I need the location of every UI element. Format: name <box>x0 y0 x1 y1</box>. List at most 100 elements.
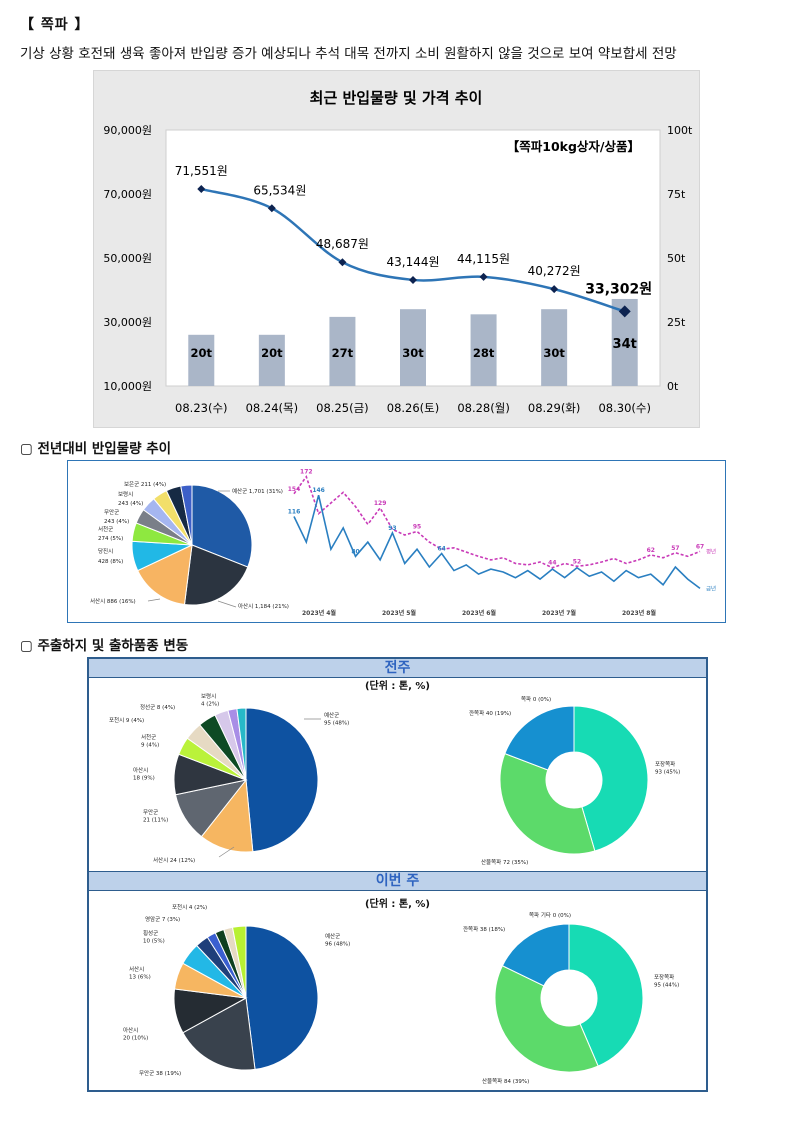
price-marker <box>550 285 559 294</box>
slice-label: 9 (4%) <box>141 743 159 749</box>
chart-annotation: 【쪽파10kg상자/상품】 <box>507 139 640 154</box>
price-label: 33,302원 <box>585 281 652 297</box>
x-tick-label: 2023년 4월 <box>302 609 336 617</box>
price-marker <box>409 275 417 284</box>
slice-label: 20 (10%) <box>123 1036 148 1042</box>
band-this-week: 이번 주 <box>89 871 706 891</box>
series-name: 금년 <box>706 584 716 592</box>
point-label: 129 <box>374 500 387 507</box>
volume-bar <box>400 309 426 386</box>
price-label: 44,115원 <box>457 252 510 266</box>
donut-slice <box>501 923 570 987</box>
slice-label: 95 (44%) <box>654 983 679 989</box>
slice-label: 아산시 <box>133 766 148 774</box>
slice-label: 무안군 <box>104 509 119 516</box>
section-heading-origin: ▢ 주출하지 및 출하품종 변동 <box>20 638 189 654</box>
band-last-week: 전주 <box>89 659 706 678</box>
volume-label: 34t <box>613 337 637 352</box>
point-label: 64 <box>437 545 445 552</box>
slice-label: 쪽파 0 (0%) <box>521 695 551 703</box>
series-name: 평년 <box>706 547 716 555</box>
pie-slice <box>191 484 253 568</box>
volume-bar <box>470 314 497 386</box>
x-tick-label: 08.26(토) <box>387 401 439 415</box>
slice-label: 무안군 38 (19%) <box>139 1070 181 1077</box>
point-label: 62 <box>647 547 655 554</box>
summary-text: 기상 상황 호전돼 생육 좋아져 반입량 증가 예상되나 추석 대목 전까지 소… <box>20 46 677 62</box>
slice-label: 무안군 <box>143 809 158 816</box>
label-leader <box>217 600 237 608</box>
price-marker <box>197 185 206 194</box>
x-tick-label: 08.30(수) <box>598 401 650 415</box>
x-tick-label: 2023년 6월 <box>462 609 496 617</box>
x-tick-label: 2023년 5월 <box>382 609 416 617</box>
slice-label: 깐쪽파 38 (18%) <box>463 925 505 933</box>
yoy-chart-panel: 예산군 1,701 (31%) 아산시 1,184 (21%) 서산시 886 (1… <box>67 460 726 623</box>
chart-title: 최근 반입물량 및 가격 추이 <box>310 89 483 107</box>
donut-slice <box>494 965 599 1073</box>
y-left-tick-label: 70,000원 <box>103 188 152 201</box>
series-line <box>293 494 701 589</box>
price-volume-chart: 최근 반입물량 및 가격 추이 【쪽파10kg상자/상품】 90,000원 70,00… <box>103 89 693 415</box>
slice-label: 18 (9%) <box>133 776 155 782</box>
y-left-tick-label: 50,000원 <box>103 252 152 265</box>
slice-label: 서산시 886 (16%) <box>90 597 136 605</box>
slice-label: 예산군 <box>324 711 339 719</box>
y-right-tick-label: 75t <box>667 188 686 201</box>
slice-label: 서천군 <box>141 733 156 741</box>
x-tick-label: 2023년 7월 <box>542 609 576 617</box>
slice-label: 보은군 211 (4%) <box>124 481 166 488</box>
slice-label: 서산시 <box>129 965 144 973</box>
slice-label: 보령시 <box>118 490 133 498</box>
slice-label: 당진시 <box>98 547 113 555</box>
y-right-tick-label: 100t <box>667 124 693 137</box>
x-tick-label: 08.28(월) <box>457 401 509 415</box>
slice-label: 정선군 8 (4%) <box>140 703 175 711</box>
volume-label: 28t <box>473 346 495 360</box>
point-label: 146 <box>312 487 325 494</box>
slice-label: 428 (8%) <box>98 559 123 565</box>
page-title: 【 쪽파 】 <box>20 17 90 33</box>
slice-label: 횡성군 <box>143 929 158 937</box>
pie-slice <box>183 544 249 606</box>
pie-slice <box>231 925 247 999</box>
x-tick-label: 2023년 8월 <box>622 609 656 617</box>
slice-label: 243 (4%) <box>118 501 143 507</box>
x-tick-label: 08.25(금) <box>316 401 368 415</box>
price-marker <box>618 305 631 318</box>
pie-slice <box>236 707 247 781</box>
label-leader <box>147 598 161 602</box>
price-label: 40,272원 <box>528 264 581 278</box>
slice-label: 보령시 <box>201 692 216 700</box>
slice-label: 예산군 1,701 (31%) <box>232 487 283 495</box>
price-marker <box>479 272 488 281</box>
slice-label: 산물쪽파 84 (39%) <box>482 1077 529 1085</box>
slice-label: 아산시 <box>123 1026 138 1034</box>
x-tick-label: 08.24(목) <box>246 401 298 415</box>
donut-slice <box>504 705 575 771</box>
volume-label: 20t <box>191 346 213 360</box>
unit-label-2: (단위 : 톤, %) <box>364 899 430 910</box>
volume-bar <box>188 334 215 386</box>
point-label: 44 <box>548 560 556 567</box>
point-label: 95 <box>413 523 421 530</box>
price-label: 65,534원 <box>253 183 306 197</box>
price-marker <box>267 204 276 213</box>
slice-label: 아산시 1,184 (21%) <box>238 602 289 610</box>
slice-label: 예산군 <box>325 932 340 940</box>
slice-label: 10 (5%) <box>143 939 165 945</box>
y-right-tick-label: 50t <box>667 252 686 265</box>
donut-slice <box>568 923 644 1067</box>
donut-slice <box>499 752 596 855</box>
point-label: 52 <box>573 558 581 565</box>
pie-slice <box>245 925 319 1070</box>
slice-label: 산물쪽파 72 (35%) <box>481 858 528 866</box>
y-left-tick-label: 90,000원 <box>103 124 152 137</box>
pie-slice <box>180 484 193 546</box>
point-label: 116 <box>288 509 301 516</box>
slice-label: 포천시 4 (2%) <box>172 903 207 911</box>
pie-slice <box>245 707 319 853</box>
point-label: 93 <box>388 525 396 532</box>
slice-label: 깐쪽파 40 (19%) <box>469 709 511 717</box>
x-tick-label: 08.23(수) <box>175 401 227 415</box>
